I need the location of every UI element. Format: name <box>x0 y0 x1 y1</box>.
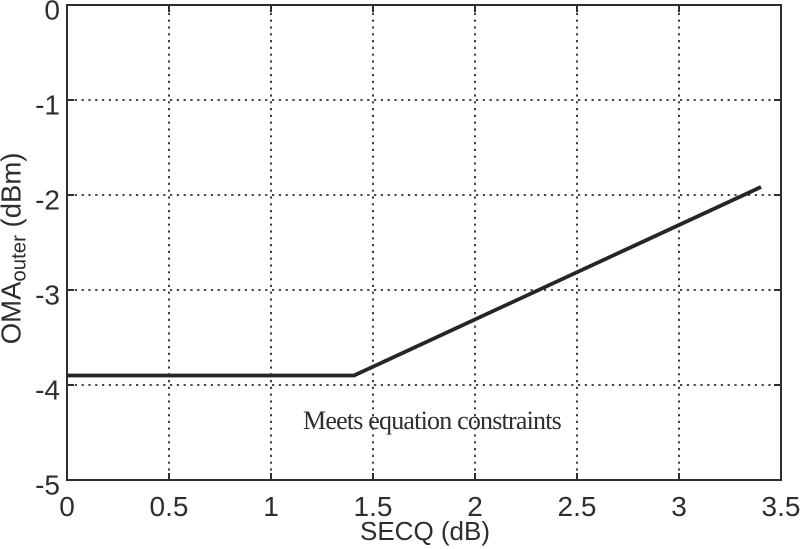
svg-text:3: 3 <box>671 491 687 522</box>
svg-text:-3: -3 <box>35 280 60 311</box>
svg-text:OMAouter (dBm): OMAouter (dBm) <box>0 153 31 345</box>
svg-text:Meets equation constraints: Meets equation constraints <box>303 406 562 435</box>
svg-text:0.5: 0.5 <box>150 491 189 522</box>
svg-text:SECQ (dB): SECQ (dB) <box>360 516 490 546</box>
svg-text:-1: -1 <box>35 90 60 121</box>
svg-text:0: 0 <box>44 0 60 26</box>
svg-text:2: 2 <box>467 491 483 522</box>
svg-text:-4: -4 <box>35 375 60 406</box>
svg-text:1: 1 <box>263 491 279 522</box>
svg-text:0: 0 <box>59 491 75 522</box>
svg-text:-5: -5 <box>35 470 60 501</box>
svg-text:2.5: 2.5 <box>558 491 597 522</box>
svg-text:1.5: 1.5 <box>354 491 393 522</box>
svg-text:3.5: 3.5 <box>762 491 800 522</box>
svg-text:-2: -2 <box>35 185 60 216</box>
